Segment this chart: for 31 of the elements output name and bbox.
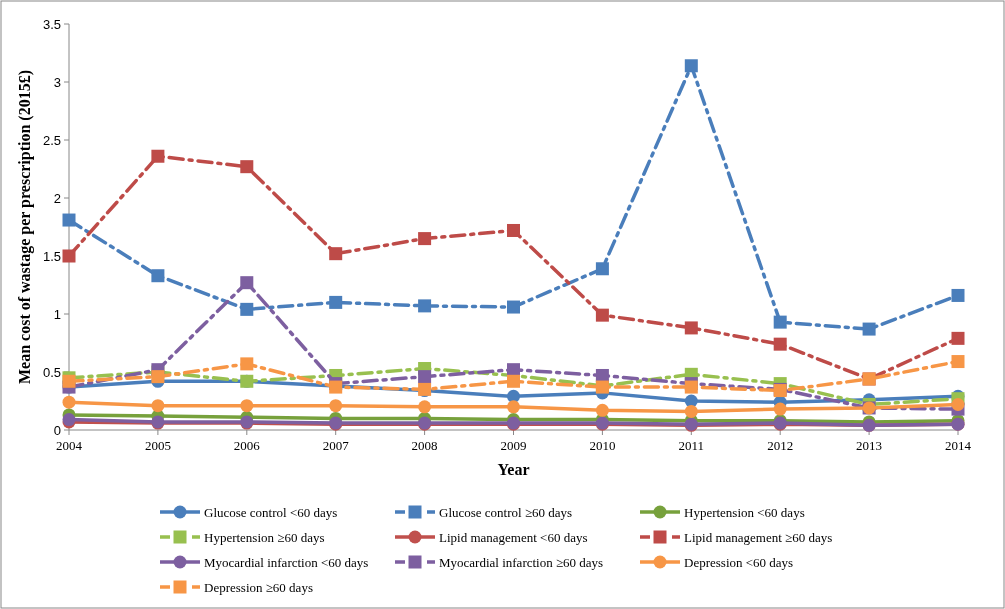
x-tick-label: 2012	[767, 438, 794, 453]
x-tick-label: 2007	[322, 438, 350, 453]
legend-label: Depression <60 days	[684, 554, 794, 570]
legend-label: Lipid management <60 days	[439, 529, 588, 545]
legend-label: Depression ≥60 days	[204, 579, 313, 595]
y-tick-label: 2.5	[42, 132, 61, 148]
legend-label: Myocardial infarction <60 days	[204, 554, 369, 570]
legend-label: Glucose control <60 days	[204, 504, 338, 520]
x-tick-label: 2004	[56, 438, 83, 453]
legend-label: Hypertension ≥60 days	[204, 529, 325, 545]
x-axis-title: Year	[497, 461, 530, 478]
y-tick-label: 2	[53, 190, 61, 206]
x-tick-label: 2006	[233, 438, 261, 453]
x-tick-label: 2013	[856, 438, 883, 453]
legend-label: Lipid management ≥60 days	[684, 529, 833, 545]
y-tick-label: 0.5	[42, 364, 61, 380]
y-tick-label: 3	[53, 74, 61, 90]
x-tick-label: 2005	[144, 438, 171, 453]
x-tick-label: 2008	[411, 438, 438, 453]
x-tick-label: 2009	[500, 438, 527, 453]
legend-label: Glucose control ≥60 days	[439, 504, 573, 520]
legend-label: Hypertension <60 days	[684, 504, 805, 520]
x-tick-label: 2014	[945, 438, 972, 453]
y-tick-label: 1.5	[42, 248, 61, 264]
x-tick-label: 2011	[678, 438, 705, 453]
legend-label: Myocardial infarction ≥60 days	[439, 554, 604, 570]
y-tick-label: 3.5	[42, 16, 61, 32]
x-tick-label: 2010	[589, 438, 616, 453]
y-tick-label: 0	[53, 422, 61, 438]
y-axis-title: Mean cost of wastage per prescription (2015£)	[16, 69, 34, 385]
y-tick-label: 1	[53, 306, 61, 322]
